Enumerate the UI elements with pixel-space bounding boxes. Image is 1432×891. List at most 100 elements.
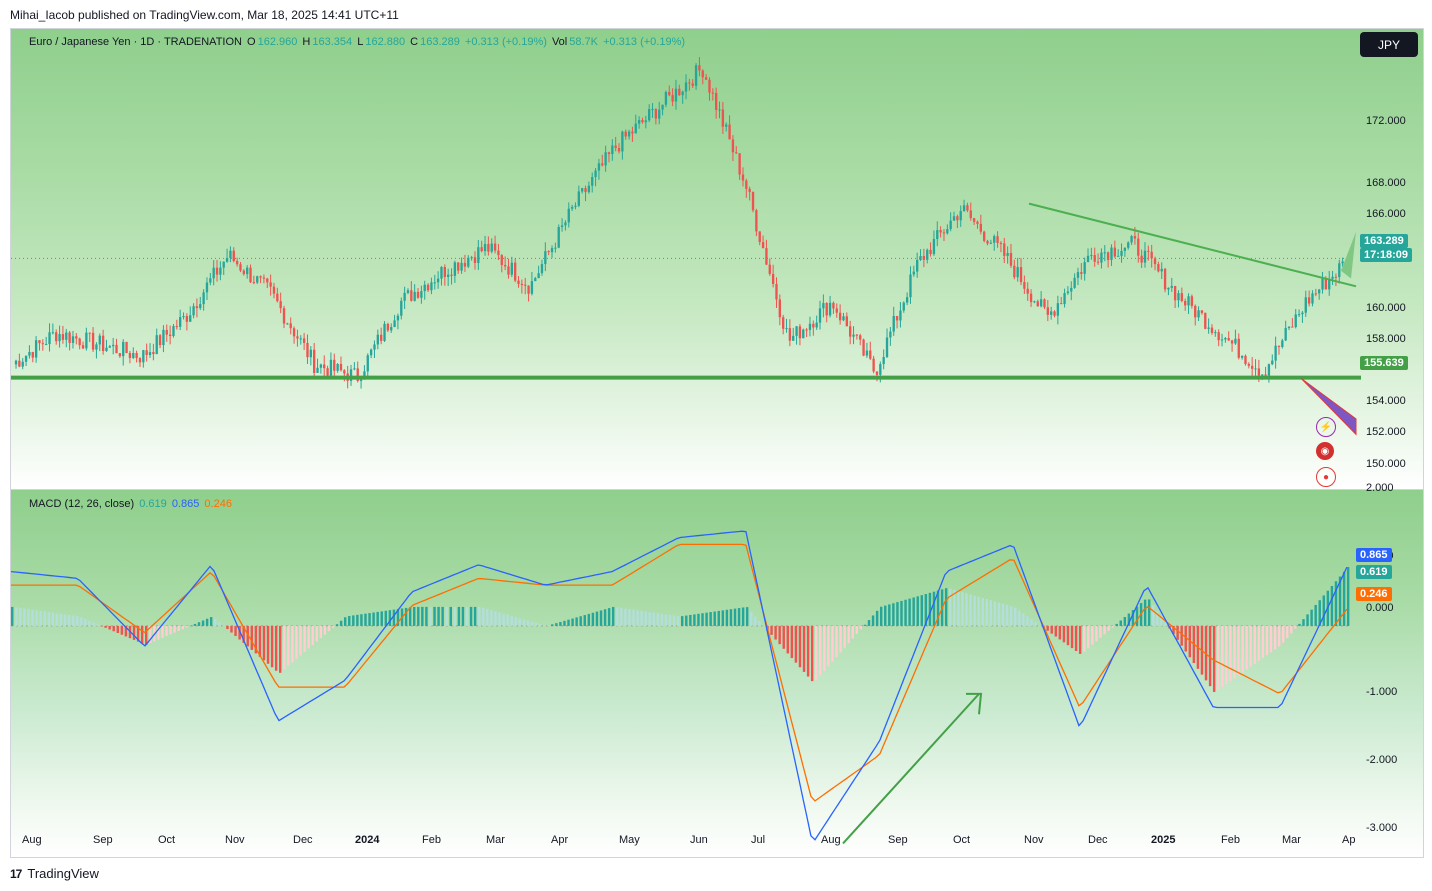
- candle-body: [1220, 339, 1224, 341]
- macd-histogram-bar: [31, 609, 34, 626]
- candle-body: [426, 284, 430, 291]
- price-chart[interactable]: [11, 29, 1423, 489]
- macd-histogram-bar: [806, 625, 810, 677]
- macd-histogram-bar: [39, 610, 42, 626]
- candle-body: [976, 221, 979, 224]
- macd-histogram-bar: [1147, 599, 1151, 626]
- macd-histogram-bar: [1022, 613, 1025, 626]
- candle-body: [778, 299, 781, 318]
- macd-histogram-bar: [741, 607, 745, 626]
- symbol-label[interactable]: Euro / Japanese Yen · 1D · TRADENATION: [29, 36, 242, 48]
- candle-body: [1086, 255, 1090, 263]
- macd-histogram-bar: [912, 597, 915, 626]
- macd-histogram-bar: [1212, 625, 1216, 692]
- lightning-icon[interactable]: ⚡: [1316, 417, 1336, 437]
- macd-histogram-bar: [92, 622, 95, 626]
- macd-histogram-bar: [295, 625, 298, 659]
- macd-histogram-bar: [270, 625, 274, 668]
- macd-histogram-bar: [713, 611, 716, 626]
- candle-body: [1281, 340, 1284, 347]
- candle-body: [986, 240, 989, 244]
- macd-histogram-bar: [774, 625, 777, 640]
- macd-histogram-bar: [1009, 606, 1013, 626]
- candle-body: [798, 326, 802, 339]
- macd-histogram-bar: [908, 598, 911, 626]
- macd-histogram-bar: [234, 625, 237, 637]
- macd-axis-tick: 2.000: [1366, 482, 1394, 494]
- macd-histogram-bar: [408, 607, 412, 626]
- macd-histogram-bar: [80, 617, 83, 626]
- candle-body: [497, 250, 500, 256]
- price-pane[interactable]: Euro / Japanese Yen · 1D · TRADENATION O…: [10, 28, 1424, 490]
- candle-body: [1227, 338, 1230, 341]
- candle-body: [738, 153, 741, 175]
- candle-body: [420, 291, 423, 298]
- candle-body: [1204, 312, 1207, 329]
- events-icon[interactable]: ●: [1316, 467, 1336, 487]
- macd-histogram-bar: [1131, 610, 1135, 626]
- candle-body: [135, 353, 138, 359]
- divergence-arrow-head: [966, 692, 983, 715]
- macd-histogram-bar: [55, 613, 59, 626]
- macd-histogram-bar: [214, 618, 217, 626]
- macd-histogram-bar: [810, 625, 814, 682]
- macd-histogram-bar: [916, 596, 919, 626]
- candle-body: [386, 323, 390, 331]
- candle-body: [594, 170, 597, 178]
- macd-histogram-bar: [920, 595, 924, 626]
- currency-button[interactable]: JPY: [1360, 32, 1418, 57]
- macd-histogram-bar: [1013, 607, 1017, 626]
- macd-histogram-bar: [11, 606, 14, 626]
- candle-body: [51, 332, 55, 334]
- macd-histogram-bar: [67, 614, 71, 626]
- candle-body: [902, 302, 905, 311]
- candle-body: [1311, 293, 1314, 304]
- macd-histogram-bar: [733, 608, 737, 626]
- candle-body: [266, 278, 269, 283]
- candle-body: [1009, 252, 1013, 266]
- macd-histogram-bar: [457, 606, 461, 626]
- macd-histogram-bar: [124, 625, 128, 637]
- time-axis-tick: Mar: [1282, 834, 1301, 846]
- volume-label: Vol: [551, 36, 568, 48]
- macd-chart[interactable]: [11, 490, 1423, 857]
- macd-pane[interactable]: MACD (12, 26, close) 0.619 0.865 0.246: [10, 489, 1424, 858]
- candle-body: [225, 257, 229, 262]
- candle-body: [758, 231, 761, 243]
- macd-histogram-bar: [441, 606, 444, 626]
- macd-histogram-bar: [421, 606, 424, 626]
- candle-body: [195, 306, 199, 309]
- candle-body: [788, 328, 792, 341]
- candle-body: [215, 267, 219, 275]
- macd-histogram-bar: [15, 607, 18, 626]
- macd-histogram-bar: [453, 606, 457, 626]
- candle-body: [282, 308, 286, 324]
- candle-body: [725, 124, 728, 127]
- macd-histogram-bar: [380, 611, 383, 626]
- candle-body: [815, 322, 818, 328]
- candle-body: [711, 92, 714, 94]
- candle-body: [1117, 255, 1120, 257]
- flag-icon[interactable]: ◉: [1316, 442, 1334, 460]
- macd-histogram-bar: [1095, 625, 1098, 642]
- macd-label[interactable]: MACD (12, 26, close): [29, 498, 135, 510]
- macd-histogram-bar: [989, 600, 993, 626]
- candle-body: [1234, 338, 1237, 344]
- descending-trendline: [1028, 202, 1357, 288]
- candle-body: [845, 316, 848, 327]
- macd-histogram-bar: [189, 625, 193, 627]
- candle-body: [671, 95, 674, 102]
- candle-body: [24, 355, 28, 362]
- macd-histogram-bar: [599, 610, 603, 626]
- macd-histogram-bar: [1221, 625, 1224, 688]
- candle-body: [503, 265, 507, 267]
- change-value: +0.313 (+0.19%): [464, 36, 547, 48]
- candle-body: [326, 368, 329, 376]
- candle-body: [1187, 296, 1190, 306]
- candle-body: [1023, 282, 1026, 289]
- candle-body: [1261, 374, 1264, 376]
- candle-body: [631, 131, 634, 134]
- footer-brand[interactable]: 17 TradingView: [10, 866, 99, 881]
- macd-histogram-bar: [291, 625, 294, 663]
- macd-histogram-bar: [1265, 625, 1269, 656]
